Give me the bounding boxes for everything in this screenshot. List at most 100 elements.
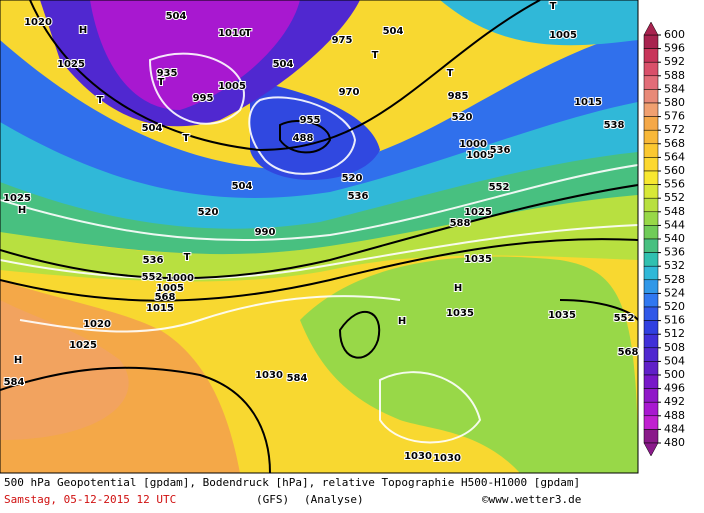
contour-label: 970: [339, 87, 360, 98]
contour-label: T: [158, 77, 165, 88]
legend-tick-label: 548: [664, 205, 685, 218]
contour-label: 975: [332, 35, 353, 46]
contour-label: H: [79, 25, 87, 36]
contour-label: 584: [4, 377, 25, 388]
contour-label: 1000: [166, 273, 194, 284]
contour-label: 1025: [57, 59, 85, 70]
contour-label: 935: [157, 68, 178, 79]
contour-label: H: [14, 355, 22, 366]
contour-label: 1005: [466, 150, 494, 161]
contour-label: 538: [604, 120, 625, 131]
legend-tick-label: 508: [664, 341, 685, 354]
legend-band: [643, 48, 659, 63]
map: [0, 0, 638, 473]
legend-tick-label: 576: [664, 110, 685, 123]
contour-label: 568: [618, 347, 639, 358]
legend-band: [643, 265, 659, 281]
legend-band: [643, 347, 659, 362]
legend-tick-label: 568: [664, 137, 685, 150]
legend-tick-label: 516: [664, 314, 685, 327]
legend-arrow-bottom: [643, 442, 659, 457]
legend-band: [643, 61, 659, 77]
contour-label: 568: [155, 292, 176, 303]
contour-label: 995: [193, 93, 214, 104]
contour-label: 1020: [83, 319, 111, 330]
contour-label: 1030: [433, 453, 461, 464]
contour-label: 536: [143, 255, 164, 266]
contour-label: 1015: [146, 303, 174, 314]
contour-label: 504: [166, 11, 187, 22]
contour-label: T: [447, 68, 454, 79]
legend-band: [643, 306, 659, 321]
legend-band: [643, 293, 659, 308]
legend-tick-label: 564: [664, 150, 685, 163]
legend-tick-label: 588: [664, 69, 685, 82]
footer-date: Samstag, 05-12-2015 12 UTC: [4, 493, 176, 506]
legend-band: [643, 361, 659, 376]
contour-label: 504: [142, 123, 163, 134]
contour-label: T: [184, 252, 191, 263]
legend-tick-label: 512: [664, 327, 685, 340]
legend-band: [643, 320, 659, 335]
legend-band: [643, 415, 659, 430]
legend-tick-label: 536: [664, 246, 685, 259]
legend-tick-label: 600: [664, 28, 685, 41]
legend-tick-label: 552: [664, 191, 685, 204]
legend-band: [643, 75, 659, 90]
contour-label: 584: [287, 373, 308, 384]
legend-band: [643, 102, 659, 117]
legend-tick-label: 488: [664, 409, 685, 422]
contour-label: 520: [198, 207, 219, 218]
contour-label: H: [398, 316, 406, 327]
contour-label: T: [97, 95, 104, 106]
legend-band: [643, 388, 659, 403]
contour-label: 1030: [404, 451, 432, 462]
contour-label: 504: [232, 181, 253, 192]
contour-label: T: [245, 28, 252, 39]
legend-band: [643, 252, 659, 267]
contour-label: 1030: [255, 370, 283, 381]
contour-label: 552: [489, 182, 510, 193]
legend-band: [643, 333, 659, 349]
contour-label: T: [372, 50, 379, 61]
legend-tick-label: 524: [664, 286, 685, 299]
legend-band: [643, 197, 659, 213]
contour-label: 1035: [464, 254, 492, 265]
legend-tick-label: 560: [664, 164, 685, 177]
legend-tick-label: 544: [664, 218, 685, 231]
color-legend: 6005965925885845805765725685645605565525…: [643, 21, 685, 457]
legend-band: [643, 225, 659, 240]
contour-label: 1000: [459, 139, 487, 150]
contour-label: 488: [293, 133, 314, 144]
contour-label: 520: [452, 112, 473, 123]
footer-credit: ©www.wetter3.de: [482, 493, 581, 506]
legend-tick-label: 520: [664, 300, 685, 313]
contour-label: 1005: [549, 30, 577, 41]
legend-tick-label: 540: [664, 232, 685, 245]
map-labels: 504 1010 504 935 995 1005 504 955 488 970 975 504 98…: [2, 0, 639, 465]
legend-band: [643, 170, 659, 185]
contour-label: 955: [300, 115, 321, 126]
contour-label: 1025: [3, 193, 31, 204]
legend-band: [643, 374, 659, 389]
contour-label: 1010: [218, 28, 246, 39]
contour-label: T: [550, 1, 557, 12]
legend-tick-label: 584: [664, 82, 685, 95]
legend-band: [643, 279, 659, 294]
legend-tick-label: 532: [664, 259, 685, 272]
legend-band: [643, 429, 659, 444]
contour-label: 504: [383, 26, 404, 37]
contour-label: H: [454, 283, 462, 294]
legend-tick-label: 480: [664, 436, 685, 449]
legend-band: [643, 143, 659, 158]
contour-label: 1035: [446, 308, 474, 319]
legend-tick-label: 572: [664, 123, 685, 136]
contour-label: 504: [273, 59, 294, 70]
legend-tick-label: 504: [664, 354, 685, 367]
contour-label: 1035: [548, 310, 576, 321]
legend-tick-label: 492: [664, 395, 685, 408]
contour-label: 1005: [218, 81, 246, 92]
legend-tick-label: 592: [664, 55, 685, 68]
legend-band: [643, 238, 659, 253]
contour-label: 520: [342, 173, 363, 184]
